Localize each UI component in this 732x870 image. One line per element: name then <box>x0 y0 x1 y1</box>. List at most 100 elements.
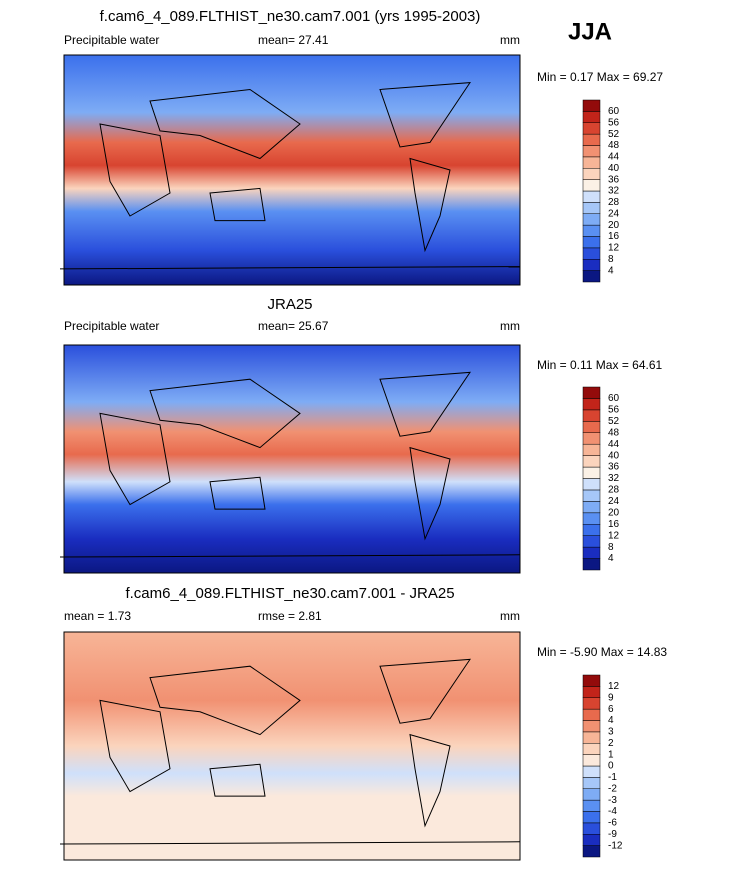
colorbar-label: 0 <box>608 761 614 772</box>
colorbar-box <box>582 686 601 698</box>
colorbar-label: -1 <box>608 772 617 783</box>
coastline <box>59 841 521 845</box>
coastline <box>149 88 301 160</box>
coastline <box>99 699 171 793</box>
units: mm <box>500 609 520 623</box>
colorbar-label: 8 <box>608 542 614 553</box>
colorbar-box <box>582 443 601 456</box>
colorbar-box <box>582 202 601 214</box>
colorbar-label: 12 <box>608 530 620 541</box>
colorbar-label: 4 <box>608 265 614 276</box>
min-max: Min = 0.11 Max = 64.61 <box>537 358 663 372</box>
colorbar-label: 32 <box>608 186 620 197</box>
coastline <box>149 378 301 449</box>
colorbar-label: 28 <box>608 197 620 208</box>
colorbar-label: 36 <box>608 174 620 185</box>
coastline <box>149 665 301 736</box>
colorbar-box <box>582 765 601 778</box>
colorbar-box <box>582 190 601 203</box>
colorbar-label: 12 <box>608 243 620 254</box>
colorbar-box <box>582 834 601 846</box>
colorbar-label: 56 <box>608 117 620 128</box>
colorbar-label: 52 <box>608 129 620 140</box>
coastline <box>99 412 171 506</box>
colorbar-box <box>582 156 601 169</box>
colorbar-label: 44 <box>608 152 620 163</box>
colorbar-box <box>582 697 601 710</box>
colorbar-box <box>582 674 601 687</box>
colorbar-label: 28 <box>608 485 620 496</box>
colorbar-label: 40 <box>608 450 620 461</box>
colorbar-box <box>582 558 601 571</box>
coastline <box>409 733 451 828</box>
colorbar-box <box>582 111 601 123</box>
min-max: Min = -5.90 Max = 14.83 <box>537 645 667 659</box>
colorbar-box <box>582 845 601 858</box>
colorbar-box <box>582 754 601 767</box>
colorbar-box <box>582 720 601 733</box>
colorbar-box <box>582 398 601 411</box>
coastline <box>379 371 471 437</box>
colorbar-label: 1 <box>608 749 614 760</box>
coastline <box>59 266 521 270</box>
coastline <box>209 763 266 797</box>
colorbar-box <box>582 788 601 801</box>
panel-title: f.cam6_4_089.FLTHIST_ne30.cam7.001 (yrs … <box>100 8 481 25</box>
colorbar-box <box>582 731 601 744</box>
left-label: mean = 1.73 <box>64 609 131 623</box>
map <box>63 54 521 286</box>
colorbar-box <box>582 99 601 112</box>
colorbar-label: 8 <box>608 254 614 265</box>
colorbar-box <box>582 489 601 502</box>
panel-title: f.cam6_4_089.FLTHIST_ne30.cam7.001 - JRA… <box>125 585 454 602</box>
colorbar-label: 6 <box>608 704 614 715</box>
center-label: mean= 27.41 <box>258 33 329 47</box>
colorbar-box <box>582 822 601 835</box>
units: mm <box>500 33 520 47</box>
colorbar-box <box>582 168 601 180</box>
colorbar-label: 44 <box>608 439 620 450</box>
coastline <box>209 476 266 510</box>
colorbar-box <box>582 546 601 559</box>
center-label: rmse = 2.81 <box>258 609 322 623</box>
center-label: mean= 25.67 <box>258 319 329 333</box>
colorbar-label: 56 <box>608 405 620 416</box>
colorbar-label: 24 <box>608 496 620 507</box>
colorbar-box <box>582 455 601 468</box>
colorbar-label: 20 <box>608 507 620 518</box>
coastline <box>99 123 171 217</box>
colorbar-box <box>582 777 601 789</box>
colorbar-box <box>582 236 601 249</box>
colorbar-label: 36 <box>608 462 620 473</box>
coastline <box>209 187 266 222</box>
colorbar-box <box>582 743 601 755</box>
panel-title: JRA25 <box>267 296 312 313</box>
colorbar-label: 60 <box>608 106 620 117</box>
colorbar-label: 4 <box>608 715 614 726</box>
left-label: Precipitable water <box>64 319 159 333</box>
colorbar-box <box>582 213 601 226</box>
colorbar-label: 48 <box>608 427 620 438</box>
colorbar-label: -6 <box>608 818 617 829</box>
colorbar-label: 3 <box>608 727 614 738</box>
colorbar-label: 32 <box>608 473 620 484</box>
colorbar-label: -2 <box>608 783 617 794</box>
colorbar-box <box>582 179 601 192</box>
colorbar-label: -3 <box>608 795 617 806</box>
left-label: Precipitable water <box>64 33 159 47</box>
coastline <box>409 446 451 541</box>
coastline <box>379 658 471 724</box>
colorbar-label: 2 <box>608 738 614 749</box>
season: JJA <box>568 18 612 45</box>
colorbar-label: 4 <box>608 553 614 564</box>
min-max: Min = 0.17 Max = 69.27 <box>537 70 663 84</box>
colorbar-label: 48 <box>608 140 620 151</box>
coastline <box>379 82 471 148</box>
colorbar-box <box>582 122 601 135</box>
colorbar-box <box>582 421 601 433</box>
colorbar-box <box>582 466 601 479</box>
colorbar-box <box>582 478 601 491</box>
map <box>63 631 521 861</box>
colorbar-label: 52 <box>608 416 620 427</box>
colorbar-label: 20 <box>608 220 620 231</box>
